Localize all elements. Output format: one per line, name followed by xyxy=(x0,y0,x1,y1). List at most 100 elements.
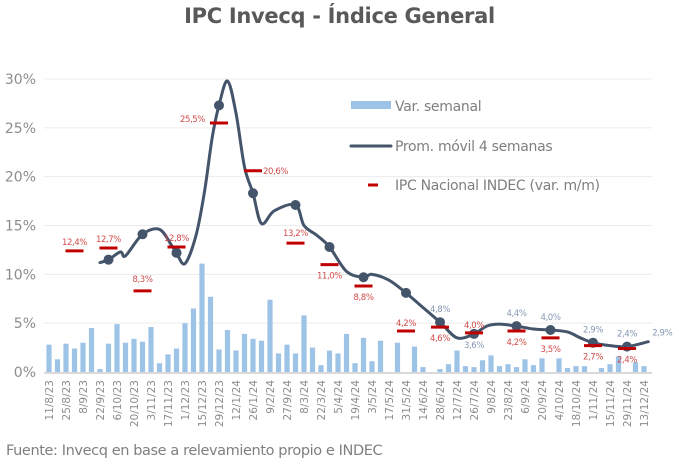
bar xyxy=(241,333,248,372)
x-tick-label: 1/11/24 xyxy=(588,380,600,421)
bar xyxy=(267,299,273,372)
moving-average-value-label: 2,4% xyxy=(617,330,637,340)
x-tick-label: 9/8/24 xyxy=(486,380,498,414)
x-tick-label: 12/7/24 xyxy=(452,380,464,421)
bar-series-weekly xyxy=(46,263,647,374)
indec-markers xyxy=(65,121,636,351)
indec-value-label: 13,2% xyxy=(283,229,308,239)
bar xyxy=(165,354,171,372)
bar xyxy=(352,363,358,372)
bar xyxy=(309,347,316,372)
bar xyxy=(479,360,486,372)
bar xyxy=(122,342,129,372)
x-tick-label: 29/11/24 xyxy=(622,380,634,427)
x-tick-label: 3/11/23 xyxy=(146,380,158,420)
source-note: Fuente: Invecq en base a relevamiento pr… xyxy=(6,443,383,459)
bar xyxy=(369,361,375,372)
bar xyxy=(496,366,503,372)
bar xyxy=(224,330,231,372)
x-tick-label: 29/12/23 xyxy=(214,380,226,427)
x-tick-label: 14/6/24 xyxy=(418,380,430,421)
x-tick-label: 5/4/24 xyxy=(333,380,345,414)
y-tick-label: 30% xyxy=(5,72,36,88)
x-tick-label: 3/5/24 xyxy=(367,380,379,414)
x-tick-label: 23/8/24 xyxy=(503,380,515,421)
bar xyxy=(88,328,95,372)
moving-average-value-label: 4,0% xyxy=(541,313,561,323)
x-tick-label: 18/10/24 xyxy=(571,380,583,427)
indec-value-label: 20,6% xyxy=(263,167,288,177)
moving-average-value-label: 4,4% xyxy=(507,309,527,319)
bar xyxy=(539,358,545,372)
indec-value-label: 3,5% xyxy=(541,345,561,355)
x-tick-label: 26/7/24 xyxy=(469,380,481,421)
moving-average-value-label: 4,8% xyxy=(430,305,450,315)
moving-average-dot xyxy=(324,241,335,252)
x-tick-label: 17/5/24 xyxy=(384,380,396,421)
indec-value-label: 11,0% xyxy=(317,272,342,282)
y-tick-label: 15% xyxy=(5,219,36,235)
bar xyxy=(573,366,579,372)
bar xyxy=(420,367,426,372)
bar xyxy=(556,358,562,372)
y-tick-label: 0% xyxy=(14,365,36,381)
bar xyxy=(343,333,350,372)
moving-average-dot xyxy=(214,100,224,111)
x-tick-label: 8/3/24 xyxy=(299,380,311,414)
bar xyxy=(292,353,299,372)
chart-title: IPC Invecq - Índice General xyxy=(184,4,495,28)
x-axis-ticks: 11/8/23 25/8/23 8/9/23 22/9/23 6/10/23 20/10/… xyxy=(44,380,651,427)
bar xyxy=(505,364,511,372)
bar xyxy=(105,343,112,372)
bar xyxy=(530,365,537,372)
moving-average-value-label: 3,6% xyxy=(464,341,484,351)
bar xyxy=(80,342,86,372)
bar xyxy=(71,348,78,372)
bar xyxy=(513,367,520,372)
x-tick-label: 19/4/24 xyxy=(350,380,362,421)
bar xyxy=(173,348,180,372)
legend-label-indec: IPC Nacional INDEC (var. m/m) xyxy=(395,178,600,194)
x-tick-label: 17/11/23 xyxy=(163,380,175,427)
x-tick-label: 6/9/24 xyxy=(520,380,532,414)
indec-value-label: 4,2% xyxy=(396,319,416,329)
indec-value-label: 25,5% xyxy=(180,115,205,125)
bar xyxy=(207,296,214,372)
x-tick-label: 31/5/24 xyxy=(401,380,413,421)
x-tick-label: 15/12/23 xyxy=(197,380,209,427)
moving-average-dot xyxy=(401,287,411,298)
y-tick-label: 20% xyxy=(5,170,36,186)
bar xyxy=(318,365,324,372)
y-tick-label: 10% xyxy=(5,267,36,283)
indec-value-label: 4,0% xyxy=(464,321,484,331)
bar xyxy=(148,327,154,372)
bar xyxy=(63,343,69,372)
bar xyxy=(462,366,469,372)
bar xyxy=(131,338,137,372)
x-tick-label: 20/9/24 xyxy=(537,380,549,421)
bar xyxy=(641,366,647,372)
moving-average-dot xyxy=(545,325,556,336)
moving-average-dot xyxy=(290,199,301,210)
bar xyxy=(139,341,146,372)
x-tick-label: 26/1/24 xyxy=(248,380,260,421)
bar xyxy=(156,363,163,372)
bar xyxy=(326,350,333,372)
bar xyxy=(258,340,265,372)
legend-swatch-bar xyxy=(351,101,391,109)
bar xyxy=(437,369,443,372)
bar xyxy=(394,342,401,372)
moving-average-dot xyxy=(435,317,445,328)
bar xyxy=(250,338,256,372)
bar xyxy=(564,368,571,372)
bar xyxy=(54,359,61,372)
bar xyxy=(471,367,477,372)
indec-value-label: 2,7% xyxy=(583,353,603,363)
bar xyxy=(488,355,494,372)
bar xyxy=(199,263,205,372)
gridlines xyxy=(44,78,652,324)
x-tick-label: 22/9/23 xyxy=(95,380,107,420)
bar xyxy=(284,344,290,372)
moving-average-value-label: 2,9% xyxy=(583,326,603,336)
